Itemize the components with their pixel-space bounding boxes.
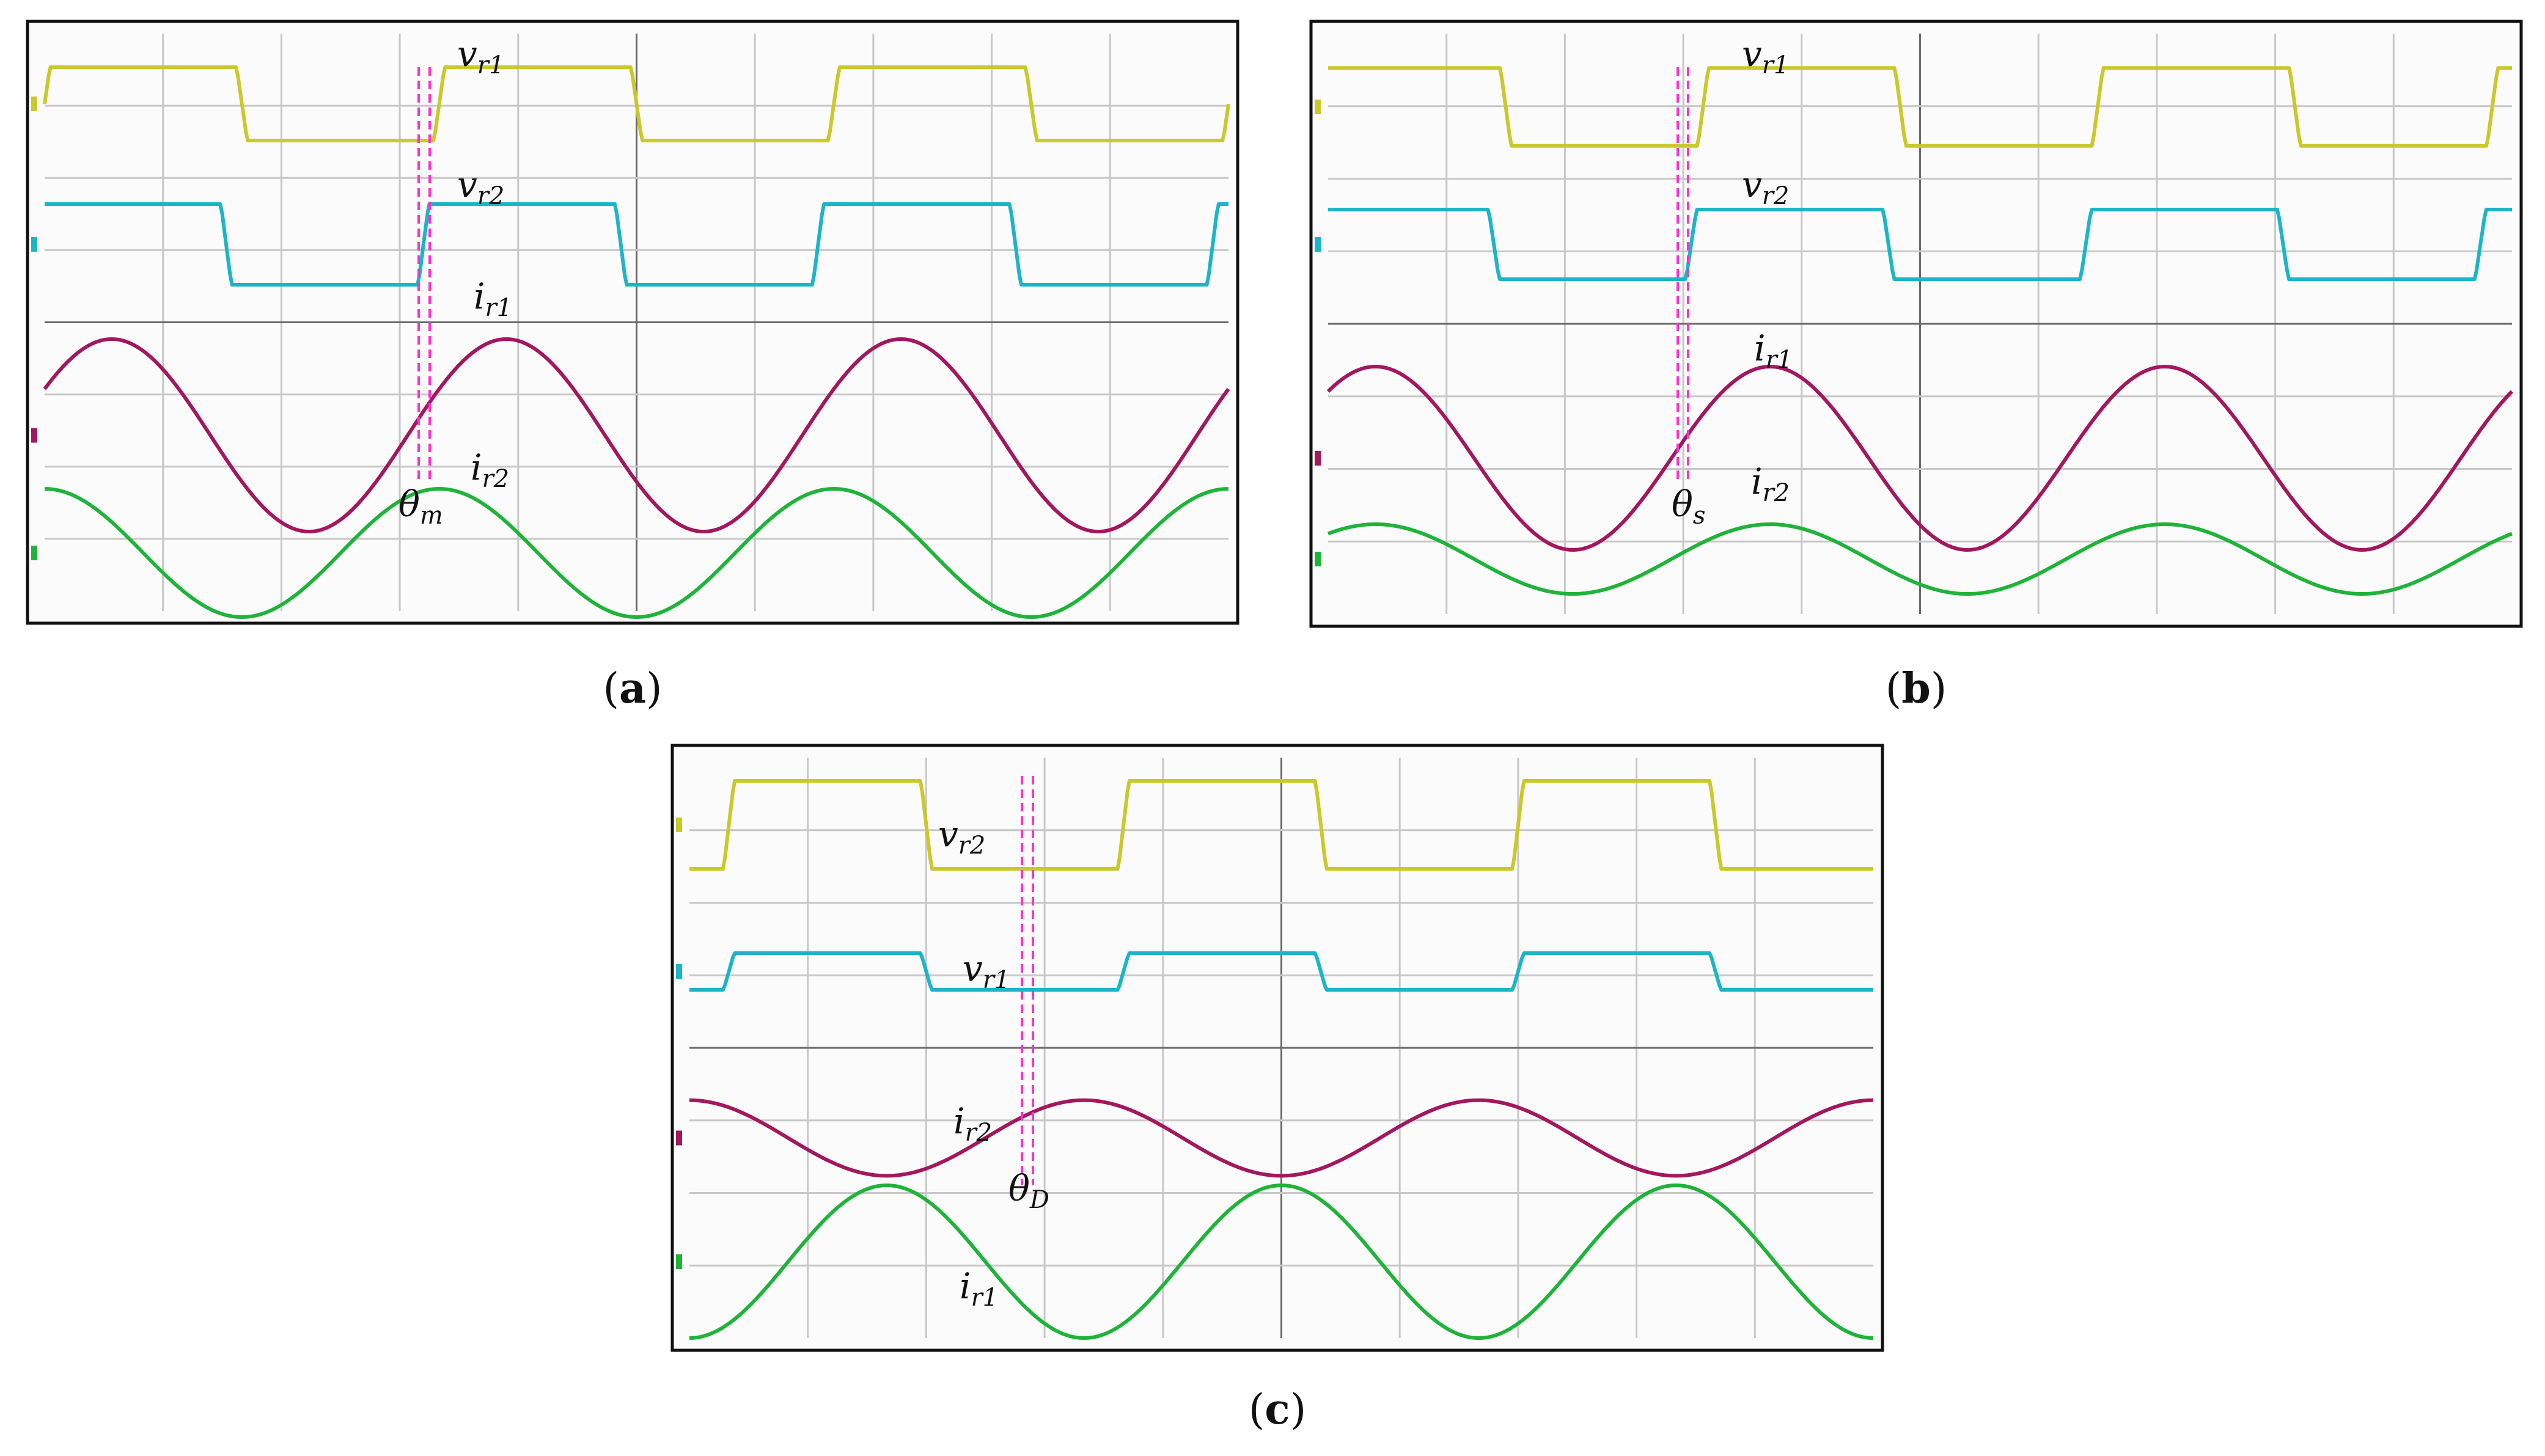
panel-b-channel-marker: [1315, 451, 1321, 466]
panel-a-trace-i-r1: [43, 337, 1230, 533]
panel-a: vr1 vr2 ir1 ir2 θm (a): [26, 20, 1239, 713]
panel-b-trace-v-r1: [1328, 66, 2512, 148]
panel-b-label-theta: θs: [1672, 483, 1705, 530]
panel-b-label-vr1: vr1: [1742, 33, 1789, 79]
panel-b-marker: [1676, 67, 1689, 483]
panel-a-marker: [417, 67, 431, 483]
panel-a-channel-marker: [31, 97, 37, 111]
panel-c-channel-marker: [676, 964, 682, 979]
panel-c-channel-marker: [676, 1254, 682, 1269]
panel-c-label-ir1: ir1: [960, 1265, 998, 1312]
panel-a-trace-i-r2: [44, 487, 1229, 619]
panel-a-trace-v-r2: [45, 202, 1228, 287]
panel-a-caption: (a): [603, 664, 662, 713]
panel-c-trace-v-r1: [689, 951, 1873, 992]
panel-a-label-vr2: vr2: [457, 164, 504, 210]
panel-b-trace-i-r1: [1326, 365, 2514, 552]
panel-a-channel-marker: [31, 237, 37, 252]
panel-c-trace-i-r1: [689, 1098, 1874, 1178]
panel-c: vr2 vr1 ir2 θD ir1 (c): [670, 744, 1884, 1434]
panel-c-trace-v-r2: [689, 779, 1873, 871]
panel-c-traces: [676, 779, 1874, 1340]
panel-b-channel-marker: [1315, 237, 1321, 252]
panel-a-label-ir1: ir1: [474, 276, 512, 322]
panel-b-grid: [1328, 34, 2512, 614]
panel-a-label-ir2: ir2: [471, 447, 509, 493]
panel-a-channel-marker: [31, 546, 37, 560]
panel-b-traces: [1315, 66, 2514, 596]
panel-b-caption: (b): [1886, 664, 1947, 713]
panel-a-trace-v-r1: [43, 65, 1230, 142]
panel-a-label-vr1: vr1: [457, 33, 504, 79]
panel-b-trace-v-r2: [1328, 208, 2512, 281]
panel-c-channel-marker: [676, 1130, 682, 1146]
panel-b-channel-marker: [1315, 552, 1321, 566]
panel-c-marker: [1021, 776, 1034, 1185]
panel-a-label-theta: θm: [398, 483, 443, 530]
panel-c-label-ir2: ir2: [953, 1100, 992, 1147]
panel-a-traces: [31, 65, 1230, 619]
panel-c-grid: [689, 758, 1873, 1338]
panel-c-channel-marker: [676, 818, 682, 832]
panel-b-label-ir2: ir2: [1751, 461, 1790, 507]
panel-b-trace-i-r2: [1327, 522, 2513, 596]
panel-c-label-theta: θD: [1008, 1168, 1049, 1214]
panel-b-label-ir1: ir1: [1754, 327, 1793, 374]
panel-b-label-vr2: vr2: [1742, 164, 1789, 210]
panel-c-label-vr1: vr1: [963, 948, 1010, 994]
panel-a-channel-marker: [31, 428, 37, 443]
panel-c-trace-i-r2: [689, 1183, 1874, 1340]
panel-b: vr1 vr2 ir1 ir2 θs (b): [1309, 20, 2523, 713]
panel-c-label-vr2: vr2: [938, 813, 985, 860]
panel-b-channel-marker: [1315, 100, 1321, 114]
panel-c-caption: (c): [1249, 1385, 1306, 1434]
